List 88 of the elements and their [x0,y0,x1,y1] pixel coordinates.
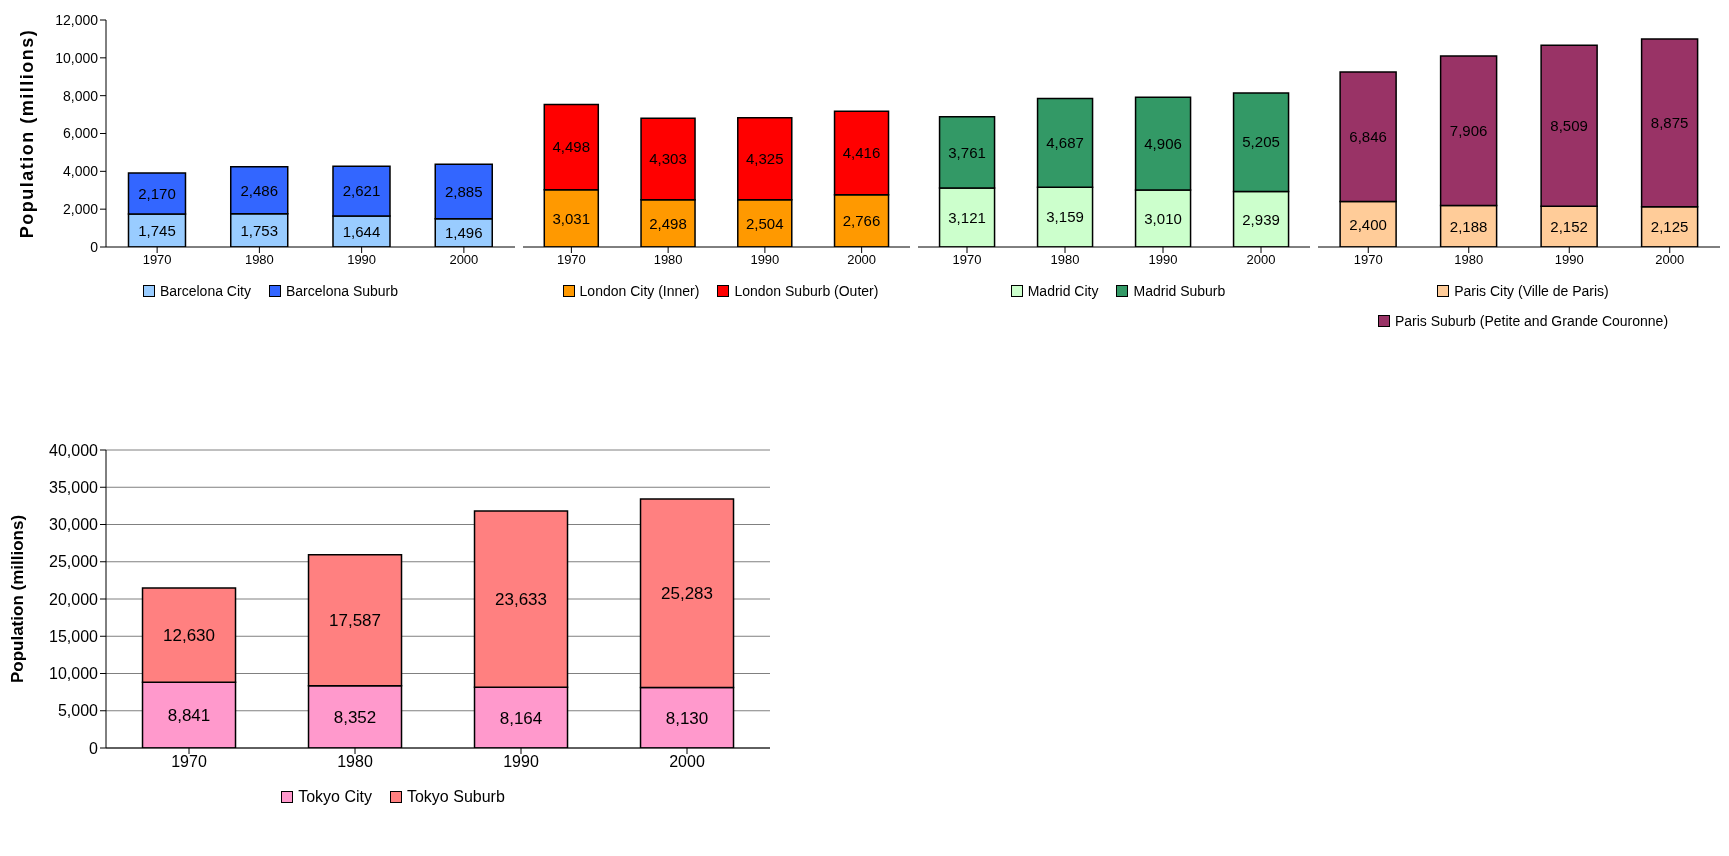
y-tick-label: 4,000 [62,163,99,180]
y-tick-label: 20,000 [49,590,99,608]
data-label: 4,498 [552,138,591,156]
x-tick-label: 1970 [556,252,586,268]
y-tick-label: 40,000 [49,441,99,459]
y-tick-label: 35,000 [49,478,99,496]
x-tick-label: 1980 [1050,252,1080,268]
data-label: 1,496 [444,224,483,242]
legend-label: London City (Inner) [579,283,700,299]
y-axis-title: Population (millions) [17,28,38,239]
data-label: 3,031 [552,209,591,227]
data-label: 8,875 [1650,114,1689,132]
data-label: 2,188 [1449,217,1488,235]
x-tick-label: 1980 [1454,252,1484,268]
y-tick-label: 30,000 [49,516,99,534]
data-label: 2,498 [649,214,687,232]
x-tick-label: 2000 [1655,252,1685,268]
data-label: 2,400 [1349,215,1387,233]
x-tick-label: 1980 [244,252,274,268]
x-tick-label: 1980 [653,252,683,268]
data-label: 2,504 [746,214,784,232]
y-tick-label: 25,000 [49,553,99,571]
data-label: 23,633 [495,590,548,610]
x-tick-label: 1990 [1148,252,1178,268]
x-tick-label: 2000 [449,252,479,268]
data-label: 1,753 [240,221,279,239]
data-label: 1,644 [342,222,381,240]
data-label: 8,509 [1550,117,1588,135]
data-label: 8,130 [665,708,709,728]
data-label: 8,164 [499,708,543,728]
data-label: 6,846 [1349,128,1387,146]
data-label: 3,010 [1144,209,1182,227]
data-label: 2,766 [842,212,881,230]
data-label: 4,906 [1144,134,1182,152]
data-label: 2,486 [240,181,279,199]
data-label: 2,885 [444,182,483,200]
data-label: 3,159 [1046,208,1084,226]
x-tick-label: 2000 [669,753,705,771]
data-label: 2,621 [342,182,381,200]
legend-label: Tokyo Suburb [406,788,505,806]
data-label: 4,325 [746,150,784,168]
data-label: 4,416 [842,144,881,162]
x-tick-label: 1990 [750,252,780,268]
legend-label: Tokyo City [298,788,372,806]
y-tick-label: 6,000 [62,125,99,142]
data-label: 2,170 [138,184,176,202]
y-tick-label: 2,000 [62,201,99,218]
data-label: 25,283 [661,584,714,604]
data-label: 7,906 [1449,122,1488,140]
data-label: 2,152 [1550,217,1588,235]
y-tick-label: 0 [89,739,99,757]
data-label: 2,939 [1242,210,1280,228]
y-tick-label: 8,000 [62,87,99,104]
legend-label: Paris City (Ville de Paris) [1454,283,1609,299]
data-label: 4,303 [649,150,687,168]
data-label: 8,352 [333,707,377,727]
x-tick-label: 2000 [1246,252,1276,268]
x-tick-label: 2000 [847,252,877,268]
data-label: 5,205 [1242,133,1280,151]
x-tick-label: 1970 [142,252,172,268]
data-label: 2,125 [1650,218,1689,236]
data-label: 1,745 [138,221,176,239]
data-label: 3,761 [948,143,986,161]
x-tick-label: 1980 [337,753,373,771]
data-label: 3,121 [948,208,986,226]
y-tick-label: 5,000 [57,702,99,720]
x-tick-label: 1990 [347,252,377,268]
x-tick-label: 1970 [171,753,207,771]
data-label: 4,687 [1046,134,1084,152]
x-tick-label: 1970 [1353,252,1383,268]
y-axis-title: Population (millions) [8,514,28,684]
legend-label: Barcelona City [159,283,251,299]
y-tick-label: 10,000 [49,665,99,683]
data-label: 12,630 [163,626,216,646]
x-tick-label: 1970 [952,252,982,268]
legend-label: Madrid City [1027,283,1099,299]
legend-label: Barcelona Suburb [285,283,399,299]
y-tick-label: 12,000 [55,11,99,28]
data-label: 8,841 [167,706,211,726]
legend-label: Madrid Suburb [1133,283,1226,299]
legend-label: London Suburb (Outer) [734,283,879,299]
y-tick-label: 10,000 [55,49,99,66]
y-tick-label: 0 [90,238,99,255]
x-tick-label: 1990 [503,753,539,771]
data-label: 17,587 [329,611,382,631]
x-tick-label: 1990 [1554,252,1584,268]
y-tick-label: 15,000 [49,627,99,645]
legend-label: Paris Suburb (Petite and Grande Couronne) [1394,313,1669,329]
